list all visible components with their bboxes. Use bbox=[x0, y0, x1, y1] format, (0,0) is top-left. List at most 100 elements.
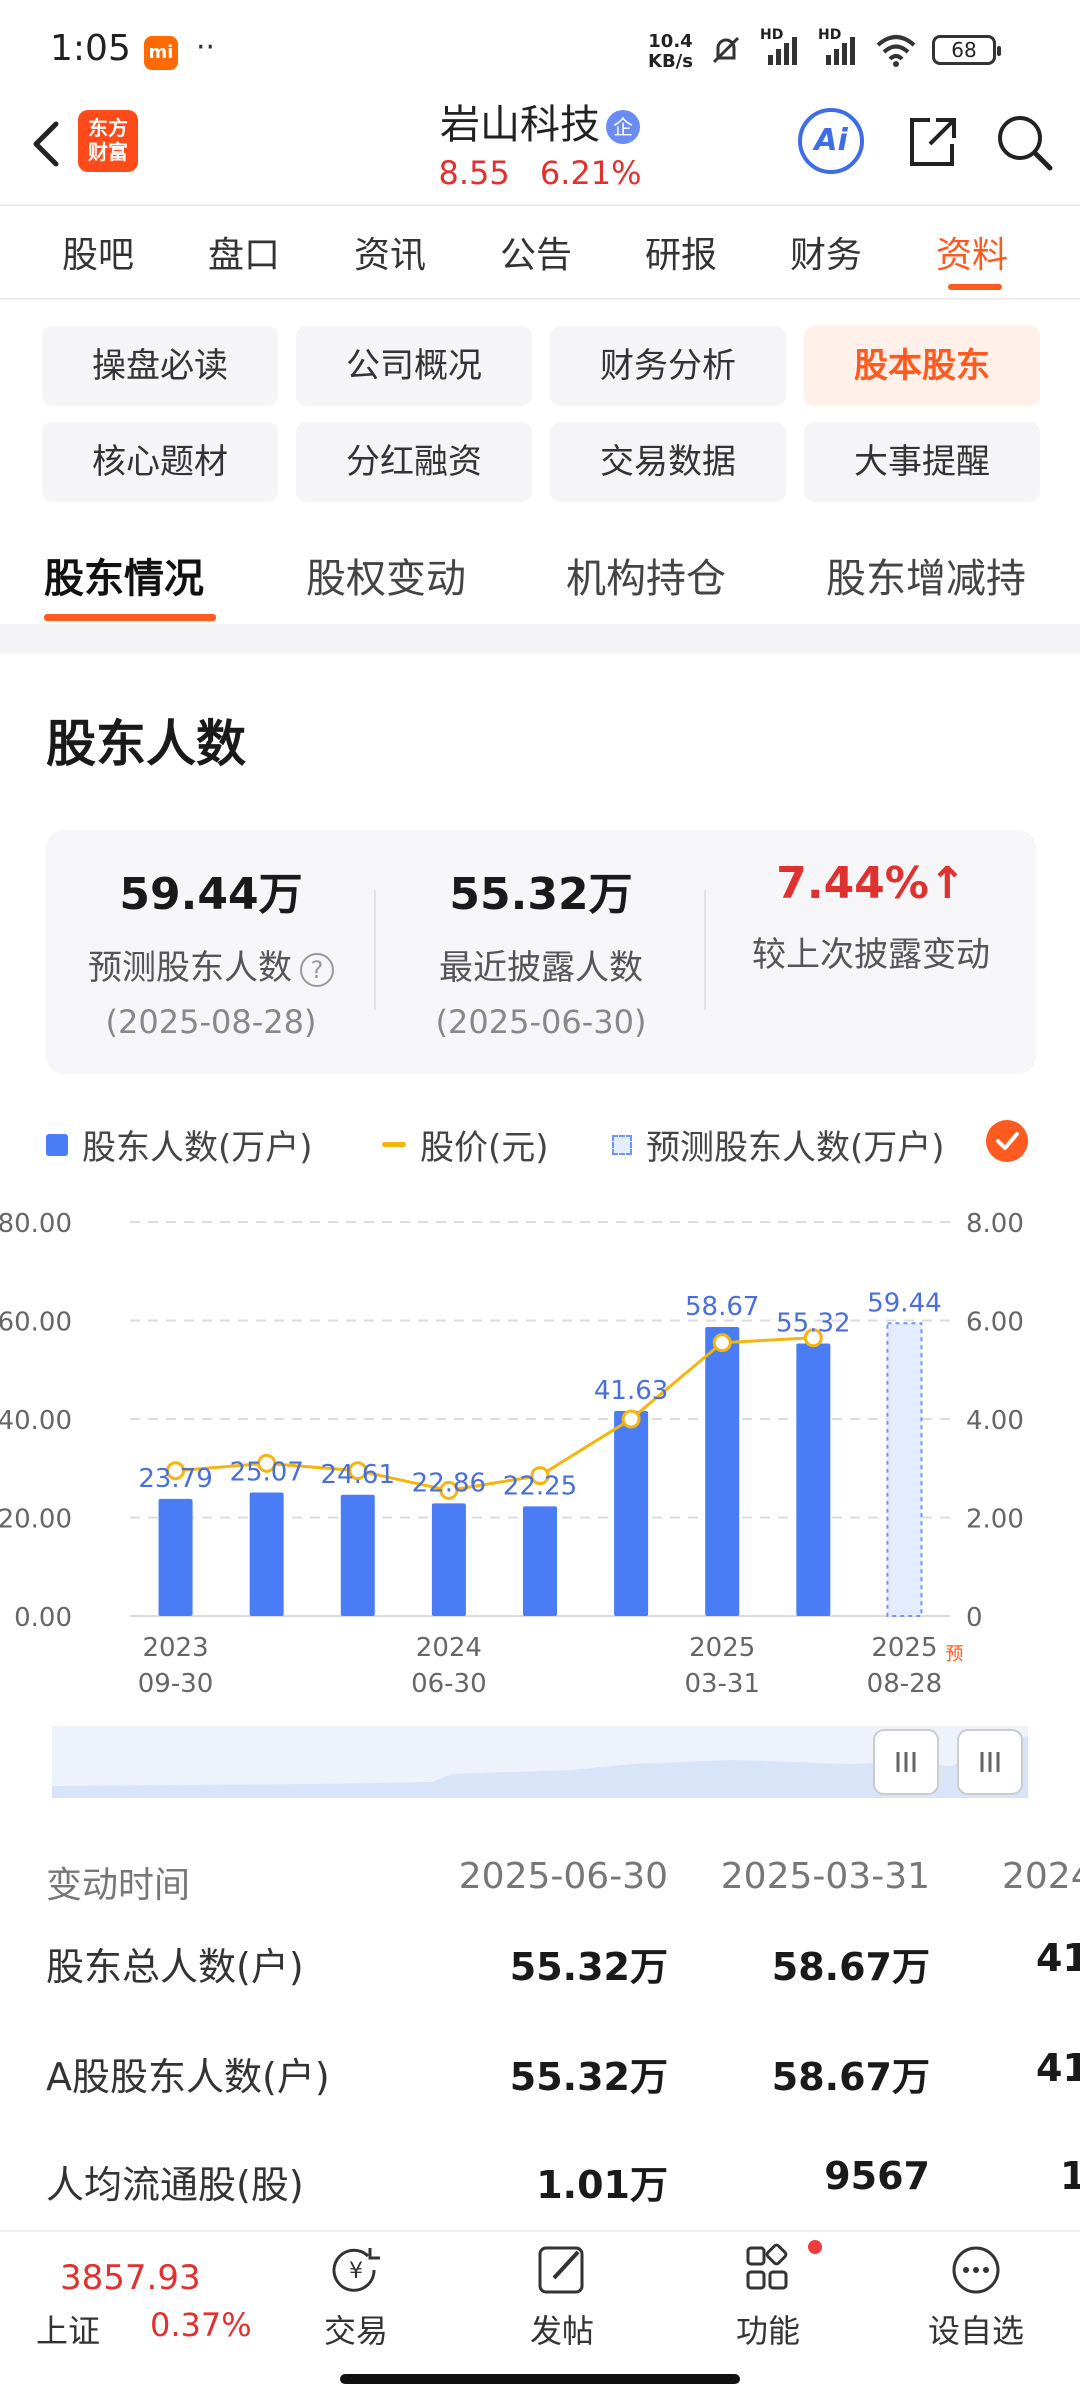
nav-post[interactable]: 发帖 bbox=[502, 2242, 622, 2352]
btn-trading-data[interactable]: 交易数据 bbox=[550, 422, 786, 502]
stat-divider bbox=[704, 890, 706, 1010]
table-cell: 55.32万 bbox=[509, 1945, 668, 1989]
stock-title: 岩山科技企 bbox=[0, 92, 1080, 150]
tab-research[interactable]: 研报 bbox=[645, 235, 718, 276]
btn-shareholders[interactable]: 股本股东 bbox=[804, 326, 1040, 406]
ai-button[interactable]: Ai bbox=[798, 108, 864, 174]
share-icon[interactable] bbox=[900, 110, 964, 174]
tab-news[interactable]: 资讯 bbox=[354, 235, 427, 276]
status-bar: 1:05 mi ·· 10.4 KB/s HD HD 68 bbox=[0, 0, 1080, 84]
predicted-mark: 预 bbox=[945, 1644, 963, 1665]
nav-post-label: 发帖 bbox=[529, 2312, 594, 2350]
y-right-tick-label: 2.00 bbox=[966, 1505, 1024, 1535]
y-right-tick-label: 4.00 bbox=[966, 1406, 1024, 1436]
index-pct[interactable]: 0.37% bbox=[150, 2306, 252, 2344]
stat-change-pct: 7.44% bbox=[776, 858, 929, 909]
bar bbox=[796, 1343, 831, 1616]
price-point bbox=[439, 1480, 459, 1500]
logo-line1: 东方 bbox=[88, 116, 128, 140]
range-slider[interactable] bbox=[52, 1726, 1028, 1798]
stat-latest-label: 最近披露人数 bbox=[439, 948, 643, 988]
table-header-col: 2025-06-30 bbox=[458, 1856, 668, 1897]
main-tab-bar: 股吧 盘口 资讯 公告 研报 财务 资料 bbox=[0, 206, 1080, 300]
nav-add-watchlist[interactable]: 设自选 bbox=[916, 2242, 1036, 2352]
tab-pankou[interactable]: 盘口 bbox=[208, 235, 281, 276]
legend-pred[interactable]: 预测股东人数(万户) bbox=[612, 1120, 945, 1169]
legend-line-label: 股价(元) bbox=[420, 1128, 549, 1168]
btn-company-overview[interactable]: 公司概况 bbox=[296, 326, 532, 406]
table-row-label: 人均流通股(股) bbox=[46, 2163, 304, 2207]
legend-line-swatch bbox=[382, 1142, 406, 1147]
table-cell: 58.67万 bbox=[771, 2055, 930, 2099]
tab-profile-underline bbox=[948, 284, 1002, 290]
table-header-label: 变动时间 bbox=[46, 1865, 191, 1906]
more-dots-icon bbox=[952, 2246, 1000, 2294]
stock-name: 岩山科技 bbox=[440, 102, 600, 148]
signal-icon-1: HD bbox=[760, 27, 802, 67]
section-title: 股东人数 bbox=[46, 715, 246, 773]
yuan-refresh-icon: ¥ bbox=[332, 2248, 380, 2292]
slider-mini-area bbox=[52, 1736, 1028, 1798]
nav-functions[interactable]: 功能 bbox=[708, 2242, 828, 2352]
check-icon[interactable] bbox=[986, 1120, 1028, 1162]
data-label: 25.07 bbox=[229, 1458, 303, 1488]
tab-announcements[interactable]: 公告 bbox=[500, 235, 573, 276]
table-row-label: 股东总人数(户) bbox=[46, 1945, 304, 1989]
stock-change-pct: 6.21% bbox=[539, 154, 642, 192]
stat-predicted: 59.44万 预测股东人数? (2025-08-28) bbox=[46, 858, 376, 1041]
nav-trade[interactable]: ¥ 交易 bbox=[296, 2242, 416, 2352]
data-label: 58.67 bbox=[685, 1292, 759, 1322]
btn-dividends-financing[interactable]: 分红融资 bbox=[296, 422, 532, 502]
subtab-shareholder-info[interactable]: 股东情况 bbox=[44, 556, 204, 602]
logo-line2: 财富 bbox=[88, 140, 128, 164]
table-cell: 41 bbox=[1036, 2046, 1080, 2090]
data-label: 22.86 bbox=[412, 1468, 486, 1498]
search-icon[interactable] bbox=[992, 110, 1056, 174]
shareholder-stats-card: 59.44万 预测股东人数? (2025-08-28) 55.32万 最近披露人… bbox=[46, 830, 1036, 1074]
y-left-tick-label: 60.00 bbox=[0, 1308, 72, 1338]
stat-predicted-label: 预测股东人数? bbox=[46, 940, 376, 989]
signal-hd-2: HD bbox=[818, 27, 842, 43]
y-left-tick-label: 80.00 bbox=[0, 1209, 72, 1239]
section-separator bbox=[0, 624, 1080, 654]
x-tick-date: 08-28 bbox=[867, 1669, 943, 1699]
bar bbox=[249, 1492, 284, 1616]
svg-text:¥: ¥ bbox=[349, 2259, 363, 2284]
subtab-institution-holdings[interactable]: 机构持仓 bbox=[566, 556, 726, 602]
stat-latest-value: 55.32万 bbox=[449, 869, 633, 920]
index-value[interactable]: 3857.93 bbox=[60, 2258, 201, 2298]
btn-core-themes[interactable]: 核心题材 bbox=[42, 422, 278, 502]
bar bbox=[705, 1327, 740, 1616]
stat-change-label: 较上次披露变动 bbox=[752, 935, 990, 975]
stock-quote: 8.55 6.21% bbox=[0, 154, 1080, 192]
tab-profile[interactable]: 资料 bbox=[936, 235, 1009, 276]
subtab-shareholder-changes[interactable]: 股东增减持 bbox=[826, 556, 1026, 602]
table-cell: 9567 bbox=[824, 2154, 930, 2198]
slider-handle-right-grip bbox=[980, 1752, 1000, 1772]
subtab-equity-changes[interactable]: 股权变动 bbox=[306, 556, 466, 602]
data-label: 55.32 bbox=[776, 1309, 850, 1339]
nav-add-watchlist-label: 设自选 bbox=[927, 2312, 1024, 2350]
legend-bar[interactable]: 股东人数(万户) bbox=[46, 1120, 313, 1169]
stat-latest-date: (2025-06-30) bbox=[435, 1003, 647, 1041]
home-indicator[interactable] bbox=[340, 2374, 740, 2384]
mi-icon: mi bbox=[144, 36, 178, 70]
btn-major-events[interactable]: 大事提醒 bbox=[804, 422, 1040, 502]
stat-predicted-label-text: 预测股东人数 bbox=[88, 948, 292, 988]
bar bbox=[340, 1494, 375, 1616]
help-icon[interactable]: ? bbox=[300, 952, 334, 987]
btn-financial-analysis[interactable]: 财务分析 bbox=[550, 326, 786, 406]
bar bbox=[523, 1506, 557, 1616]
index-name[interactable]: 上证 bbox=[36, 2312, 101, 2350]
table-cell: 55.32万 bbox=[509, 2055, 668, 2099]
tab-guba[interactable]: 股吧 bbox=[62, 235, 135, 276]
legend-line[interactable]: 股价(元) bbox=[382, 1120, 549, 1169]
bar bbox=[158, 1498, 193, 1616]
tab-finance[interactable]: 财务 bbox=[790, 235, 863, 276]
table-row-label: A股股东人数(户) bbox=[46, 2055, 330, 2099]
price-point bbox=[166, 1461, 186, 1481]
btn-trading-must-read[interactable]: 操盘必读 bbox=[42, 326, 278, 406]
subtab-underline bbox=[44, 614, 216, 621]
back-arrow-icon[interactable] bbox=[18, 114, 78, 174]
stat-change: 7.44%↑ 较上次披露变动 bbox=[706, 858, 1036, 976]
